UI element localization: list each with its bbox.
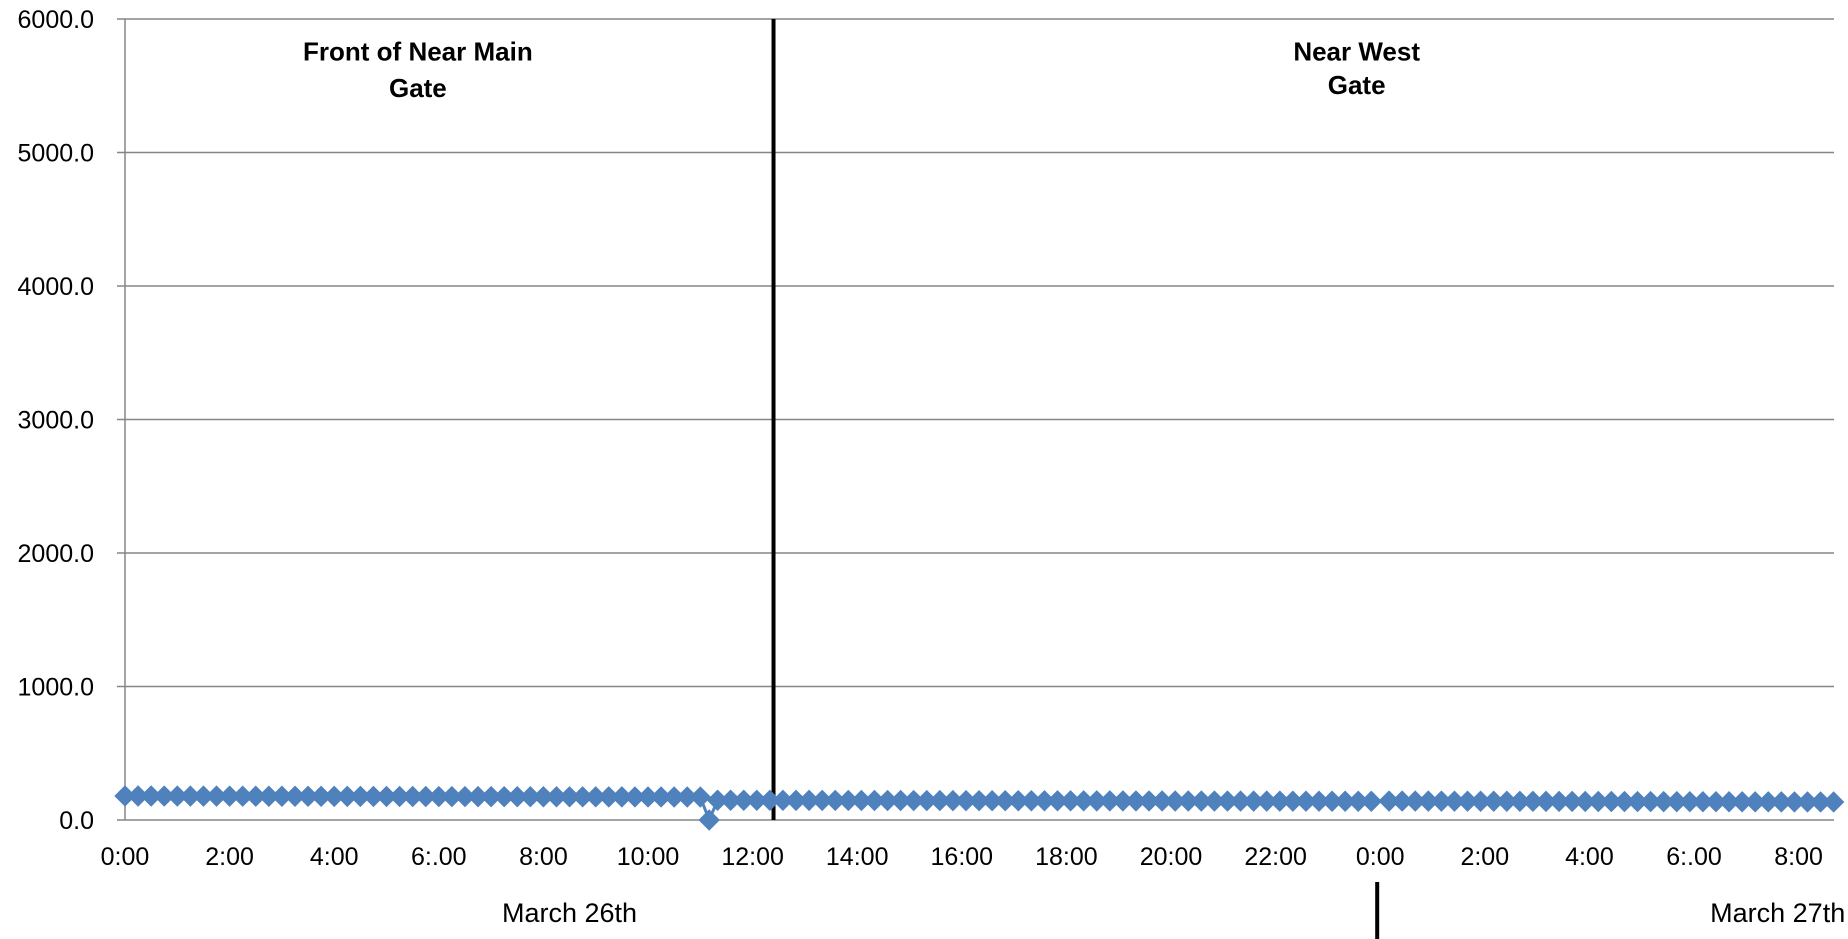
x-tick-label: 16:00 — [931, 843, 994, 871]
x-tick-label: 0:00 — [1356, 843, 1405, 871]
x-tick-label: 2:00 — [1460, 843, 1509, 871]
x-tick-label: 4:00 — [310, 843, 359, 871]
y-tick-label: 5000.0 — [18, 140, 94, 168]
x-tick-label: 6:.00 — [1666, 843, 1722, 871]
data-point-marker — [1360, 790, 1383, 813]
data-point-marker — [689, 786, 712, 808]
x-tick-label: 8:00 — [1774, 843, 1823, 871]
annotation-label: Front of Near Main — [303, 36, 533, 66]
y-tick-label: 2000.0 — [18, 540, 94, 568]
y-tick-label: 3000.0 — [18, 407, 94, 435]
y-tick-label: 4000.0 — [18, 273, 94, 301]
data-point-marker — [1822, 791, 1845, 813]
x-tick-label: 12:00 — [721, 843, 784, 871]
x-tick-label: 14:00 — [826, 843, 889, 871]
x-tick-label: 4:00 — [1565, 843, 1614, 871]
y-tick-label: 1000.0 — [18, 674, 94, 702]
annotation-label: Near West — [1293, 36, 1420, 66]
x-tick-label: 8:00 — [519, 843, 568, 871]
x-tick-label: 20:00 — [1140, 843, 1203, 871]
date-label: March 27th — [1710, 898, 1845, 928]
x-tick-label: 18:00 — [1035, 843, 1098, 871]
x-tick-label: 2:00 — [205, 843, 254, 871]
y-tick-label: 6000.0 — [18, 6, 94, 34]
x-tick-label: 0:00 — [101, 843, 150, 871]
x-tick-label: 22:00 — [1244, 843, 1307, 871]
x-tick-label: 10:00 — [617, 843, 680, 871]
date-label: March 26th — [502, 898, 637, 928]
y-tick-label: 0.0 — [59, 807, 94, 835]
annotation-label: Gate — [1328, 70, 1386, 100]
x-tick-label: 6:.00 — [411, 843, 467, 871]
data-point-marker — [698, 809, 720, 831]
annotation-label: Gate — [389, 73, 447, 103]
